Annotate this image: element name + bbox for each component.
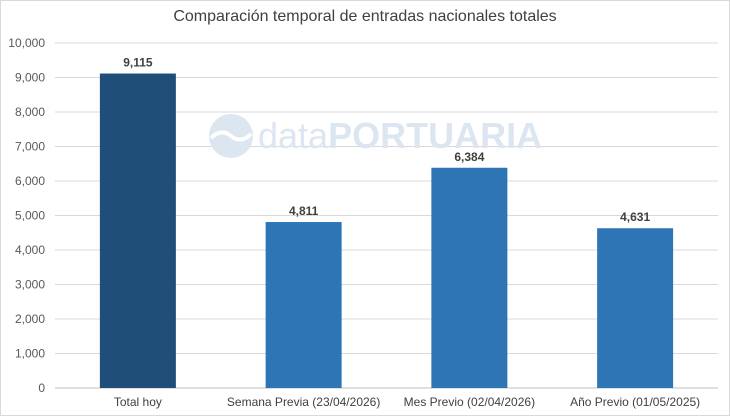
svg-text:dataPORTUARIA: dataPORTUARIA <box>258 115 542 156</box>
y-tick-label: 2,000 <box>15 312 45 326</box>
data-label: 4,811 <box>289 204 319 218</box>
x-category-label: Año Previo (01/05/2025) <box>570 395 700 409</box>
y-tick-label: 10,000 <box>8 36 45 50</box>
watermark-logo: dataPORTUARIA <box>209 114 542 158</box>
watermark-wave-icon <box>209 130 253 142</box>
x-category-label: Total hoy <box>114 395 162 409</box>
y-tick-label: 9,000 <box>15 71 45 85</box>
x-category-label: Mes Previo (02/04/2026) <box>404 395 535 409</box>
x-category-label: Semana Previa (23/04/2026) <box>227 395 380 409</box>
data-labels: 9,115 4,811 6,384 4,631 <box>123 56 650 225</box>
bar-1 <box>99 73 176 388</box>
y-tick-label: 7,000 <box>15 140 45 154</box>
watermark-text-bold: PORTUARIA <box>328 115 542 156</box>
data-label: 9,115 <box>123 56 153 70</box>
y-axis-ticks: 0 1,000 2,000 3,000 4,000 5,000 6,000 7,000 8,00… <box>8 36 45 395</box>
y-tick-label: 8,000 <box>15 105 45 119</box>
bar-2 <box>265 222 342 388</box>
category-labels: Total hoy Semana Previa (23/04/2026) Mes P… <box>114 395 700 409</box>
data-label: 4,631 <box>620 210 650 224</box>
bars <box>99 73 674 388</box>
y-tick-label: 0 <box>38 381 45 395</box>
y-tick-label: 4,000 <box>15 243 45 257</box>
y-tick-label: 5,000 <box>15 209 45 223</box>
bar-4 <box>597 228 674 388</box>
y-tick-label: 1,000 <box>15 347 45 361</box>
y-tick-label: 3,000 <box>15 278 45 292</box>
y-tick-label: 6,000 <box>15 174 45 188</box>
bar-3 <box>431 167 508 388</box>
chart-title: Comparación temporal de entradas naciona… <box>173 8 557 25</box>
watermark-text-light: data <box>258 115 329 156</box>
data-label: 6,384 <box>454 150 484 164</box>
